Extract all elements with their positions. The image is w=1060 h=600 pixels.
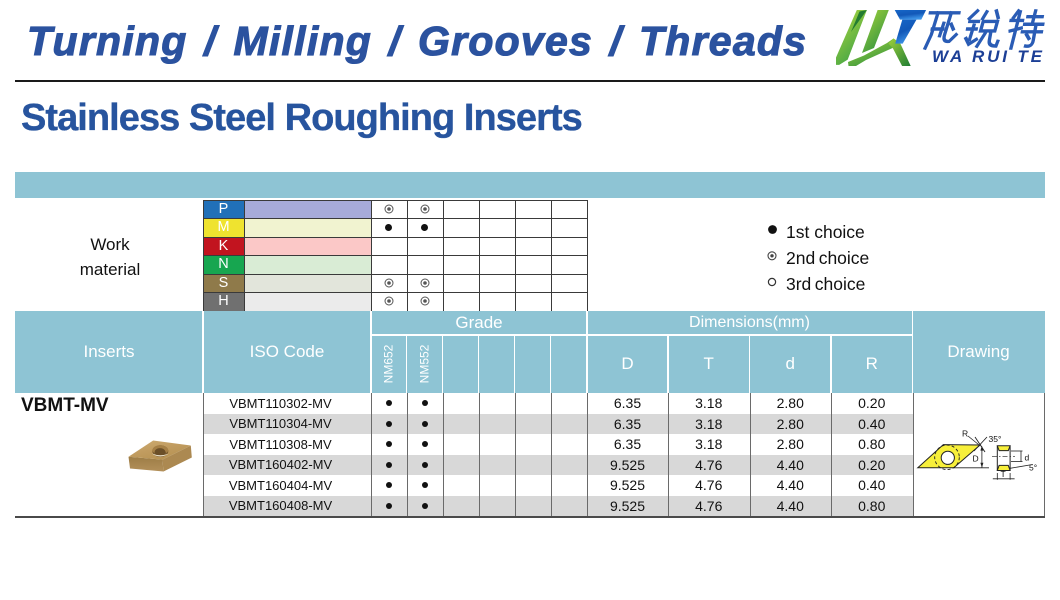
svg-text:d: d	[1025, 453, 1030, 463]
svg-text:5°: 5°	[1029, 463, 1037, 473]
svg-text:35°: 35°	[989, 434, 1002, 444]
svg-text:R: R	[962, 429, 968, 439]
svg-text:T: T	[1001, 469, 1006, 479]
svg-text:D: D	[973, 454, 979, 464]
svg-text:WA RUI TE: WA RUI TE	[932, 47, 1043, 66]
